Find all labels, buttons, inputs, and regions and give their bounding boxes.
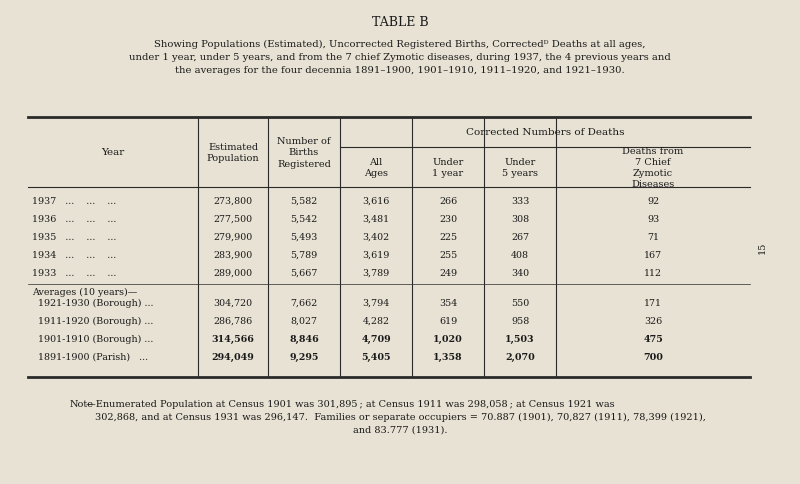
Text: Deaths from
7 Chief
Zymotic
Diseases: Deaths from 7 Chief Zymotic Diseases xyxy=(622,147,684,189)
Text: —Enumerated Population at Census 1901 was 301,895 ; at Census 1911 was 298,058 ;: —Enumerated Population at Census 1901 wa… xyxy=(86,399,614,408)
Text: 1935   ...    ...    ...: 1935 ... ... ... xyxy=(32,232,116,242)
Text: 5,667: 5,667 xyxy=(290,269,318,277)
Text: 112: 112 xyxy=(644,269,662,277)
Text: Under
1 year: Under 1 year xyxy=(432,157,464,178)
Text: Estimated
Population: Estimated Population xyxy=(206,142,259,163)
Text: 1,503: 1,503 xyxy=(505,334,535,343)
Text: 340: 340 xyxy=(511,269,529,277)
Text: 3,789: 3,789 xyxy=(362,269,390,277)
Text: 9,295: 9,295 xyxy=(290,352,318,361)
Text: 2,070: 2,070 xyxy=(505,352,535,361)
Text: 15: 15 xyxy=(758,242,766,254)
Text: 326: 326 xyxy=(644,316,662,325)
Text: 255: 255 xyxy=(439,251,457,259)
Text: 4,709: 4,709 xyxy=(361,334,391,343)
Text: 1,358: 1,358 xyxy=(433,352,463,361)
Text: Showing Populations (Estimated), Uncorrected Registered Births, Correctedᴰ Death: Showing Populations (Estimated), Uncorre… xyxy=(154,40,646,49)
Text: Averages (10 years)—: Averages (10 years)— xyxy=(32,287,138,296)
Text: 1936   ...    ...    ...: 1936 ... ... ... xyxy=(32,214,116,224)
Text: 5,405: 5,405 xyxy=(362,352,390,361)
Text: 5,789: 5,789 xyxy=(290,251,318,259)
Text: 294,049: 294,049 xyxy=(212,352,254,361)
Text: Corrected Numbers of Deaths: Corrected Numbers of Deaths xyxy=(466,128,624,137)
Text: 266: 266 xyxy=(439,197,457,206)
Text: 3,481: 3,481 xyxy=(362,214,390,224)
Text: 249: 249 xyxy=(439,269,457,277)
Text: 1891-1900 (Parish)   ...: 1891-1900 (Parish) ... xyxy=(32,352,148,361)
Text: 8,846: 8,846 xyxy=(289,334,319,343)
Text: 71: 71 xyxy=(647,232,659,242)
Text: 1,020: 1,020 xyxy=(433,334,463,343)
Text: 5,582: 5,582 xyxy=(290,197,318,206)
Text: 167: 167 xyxy=(644,251,662,259)
Text: 1901-1910 (Borough) ...: 1901-1910 (Borough) ... xyxy=(32,334,154,343)
Text: 1921-1930 (Borough) ...: 1921-1930 (Borough) ... xyxy=(32,298,154,307)
Text: 273,800: 273,800 xyxy=(214,197,253,206)
Text: 289,000: 289,000 xyxy=(214,269,253,277)
Text: and 83.777 (1931).: and 83.777 (1931). xyxy=(353,425,447,434)
Text: 1933   ...    ...    ...: 1933 ... ... ... xyxy=(32,269,116,277)
Text: 171: 171 xyxy=(644,298,662,307)
Text: 286,786: 286,786 xyxy=(214,316,253,325)
Text: 304,720: 304,720 xyxy=(214,298,253,307)
Text: 1937   ...    ...    ...: 1937 ... ... ... xyxy=(32,197,116,206)
Text: 700: 700 xyxy=(643,352,663,361)
Text: Year: Year xyxy=(102,148,125,157)
Text: 5,493: 5,493 xyxy=(290,232,318,242)
Text: Number of
Births
Registered: Number of Births Registered xyxy=(277,136,331,169)
Text: 1911-1920 (Borough) ...: 1911-1920 (Borough) ... xyxy=(32,316,154,325)
Text: 5,542: 5,542 xyxy=(290,214,318,224)
Text: 302,868, and at Census 1931 was 296,147.  Families or separate occupiers = 70.88: 302,868, and at Census 1931 was 296,147.… xyxy=(94,412,706,421)
Text: 408: 408 xyxy=(511,251,529,259)
Text: 1934   ...    ...    ...: 1934 ... ... ... xyxy=(32,251,116,259)
Text: 279,900: 279,900 xyxy=(214,232,253,242)
Text: 333: 333 xyxy=(511,197,529,206)
Text: 308: 308 xyxy=(511,214,529,224)
Text: 314,566: 314,566 xyxy=(211,334,254,343)
Text: 8,027: 8,027 xyxy=(290,316,318,325)
Text: TABLE B: TABLE B xyxy=(372,16,428,29)
Text: the averages for the four decennia 1891–1900, 1901–1910, 1911–1920, and 1921–193: the averages for the four decennia 1891–… xyxy=(175,66,625,75)
Text: 550: 550 xyxy=(511,298,529,307)
Text: 4,282: 4,282 xyxy=(362,316,390,325)
Text: All
Ages: All Ages xyxy=(364,157,388,178)
Text: 3,619: 3,619 xyxy=(362,251,390,259)
Text: 475: 475 xyxy=(643,334,663,343)
Text: Under
5 years: Under 5 years xyxy=(502,157,538,178)
Text: 92: 92 xyxy=(647,197,659,206)
Text: 267: 267 xyxy=(511,232,529,242)
Text: under 1 year, under 5 years, and from the 7 chief Zymotic diseases, during 1937,: under 1 year, under 5 years, and from th… xyxy=(129,53,671,62)
Text: 283,900: 283,900 xyxy=(214,251,253,259)
Text: 93: 93 xyxy=(647,214,659,224)
Text: 619: 619 xyxy=(439,316,457,325)
Text: Note: Note xyxy=(70,399,94,408)
Text: 230: 230 xyxy=(439,214,457,224)
Text: 7,662: 7,662 xyxy=(290,298,318,307)
Text: 958: 958 xyxy=(511,316,529,325)
Text: 3,616: 3,616 xyxy=(362,197,390,206)
Text: 225: 225 xyxy=(439,232,457,242)
Text: 277,500: 277,500 xyxy=(214,214,253,224)
Text: 3,794: 3,794 xyxy=(362,298,390,307)
Text: 3,402: 3,402 xyxy=(362,232,390,242)
Text: 354: 354 xyxy=(439,298,457,307)
